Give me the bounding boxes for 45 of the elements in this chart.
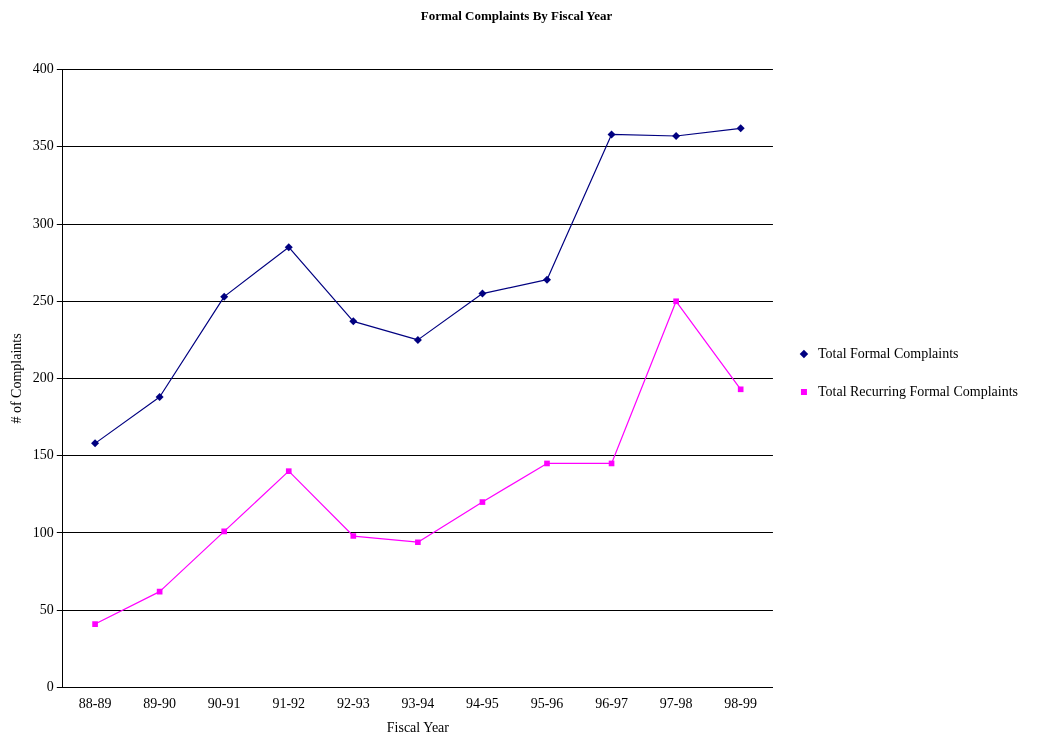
y-tick-label: 100: [32, 524, 54, 540]
y-tick-label: 350: [32, 138, 54, 154]
y-tick-label: 200: [32, 370, 54, 386]
x-tick-label: 94-95: [466, 696, 499, 712]
chart-title: Formal Complaints By Fiscal Year: [420, 8, 613, 24]
x-tick-label: 90-91: [207, 696, 241, 712]
point: [284, 243, 293, 252]
y-axis-title: # of Complaints: [9, 333, 25, 424]
x-tick-label: 91-92: [272, 696, 306, 712]
point: [736, 124, 745, 133]
point: [673, 298, 679, 305]
x-tick-label: 93-94: [401, 696, 435, 712]
point: [544, 460, 550, 467]
point: [285, 468, 292, 474]
x-tick-label: 96-97: [595, 696, 628, 712]
y-tick-label: 400: [32, 61, 54, 77]
point: [672, 132, 681, 141]
point: [479, 499, 486, 505]
x-axis-title: Fiscal Year: [386, 720, 450, 736]
point: [220, 292, 229, 301]
y-tick-label: 0: [46, 679, 54, 695]
point: [737, 386, 744, 393]
y-tick-label: 150: [32, 447, 54, 463]
point: [607, 130, 616, 139]
legend-label: Total Formal Complaints: [817, 345, 959, 361]
x-tick-label: 89-90: [143, 696, 176, 712]
x-tick-label: 98-99: [724, 696, 758, 712]
point: [221, 528, 228, 535]
point: [415, 539, 421, 546]
y-tick-label: 300: [32, 215, 54, 231]
y-tick-label: 50: [39, 601, 54, 617]
point: [543, 275, 551, 284]
legend-label: Total Recurring Formal Complaints: [817, 383, 1018, 399]
point: [91, 439, 100, 448]
point: [478, 289, 487, 298]
point: [350, 533, 357, 539]
x-tick-label: 97-98: [659, 696, 693, 712]
point: [155, 393, 164, 402]
point: [349, 317, 358, 326]
x-tick-label: 92-93: [336, 696, 370, 712]
x-tick-label: 88-89: [78, 696, 112, 712]
x-tick-label: 95-96: [530, 696, 564, 712]
point: [92, 621, 98, 627]
point: [413, 335, 422, 344]
y-tick-label: 250: [32, 292, 54, 308]
